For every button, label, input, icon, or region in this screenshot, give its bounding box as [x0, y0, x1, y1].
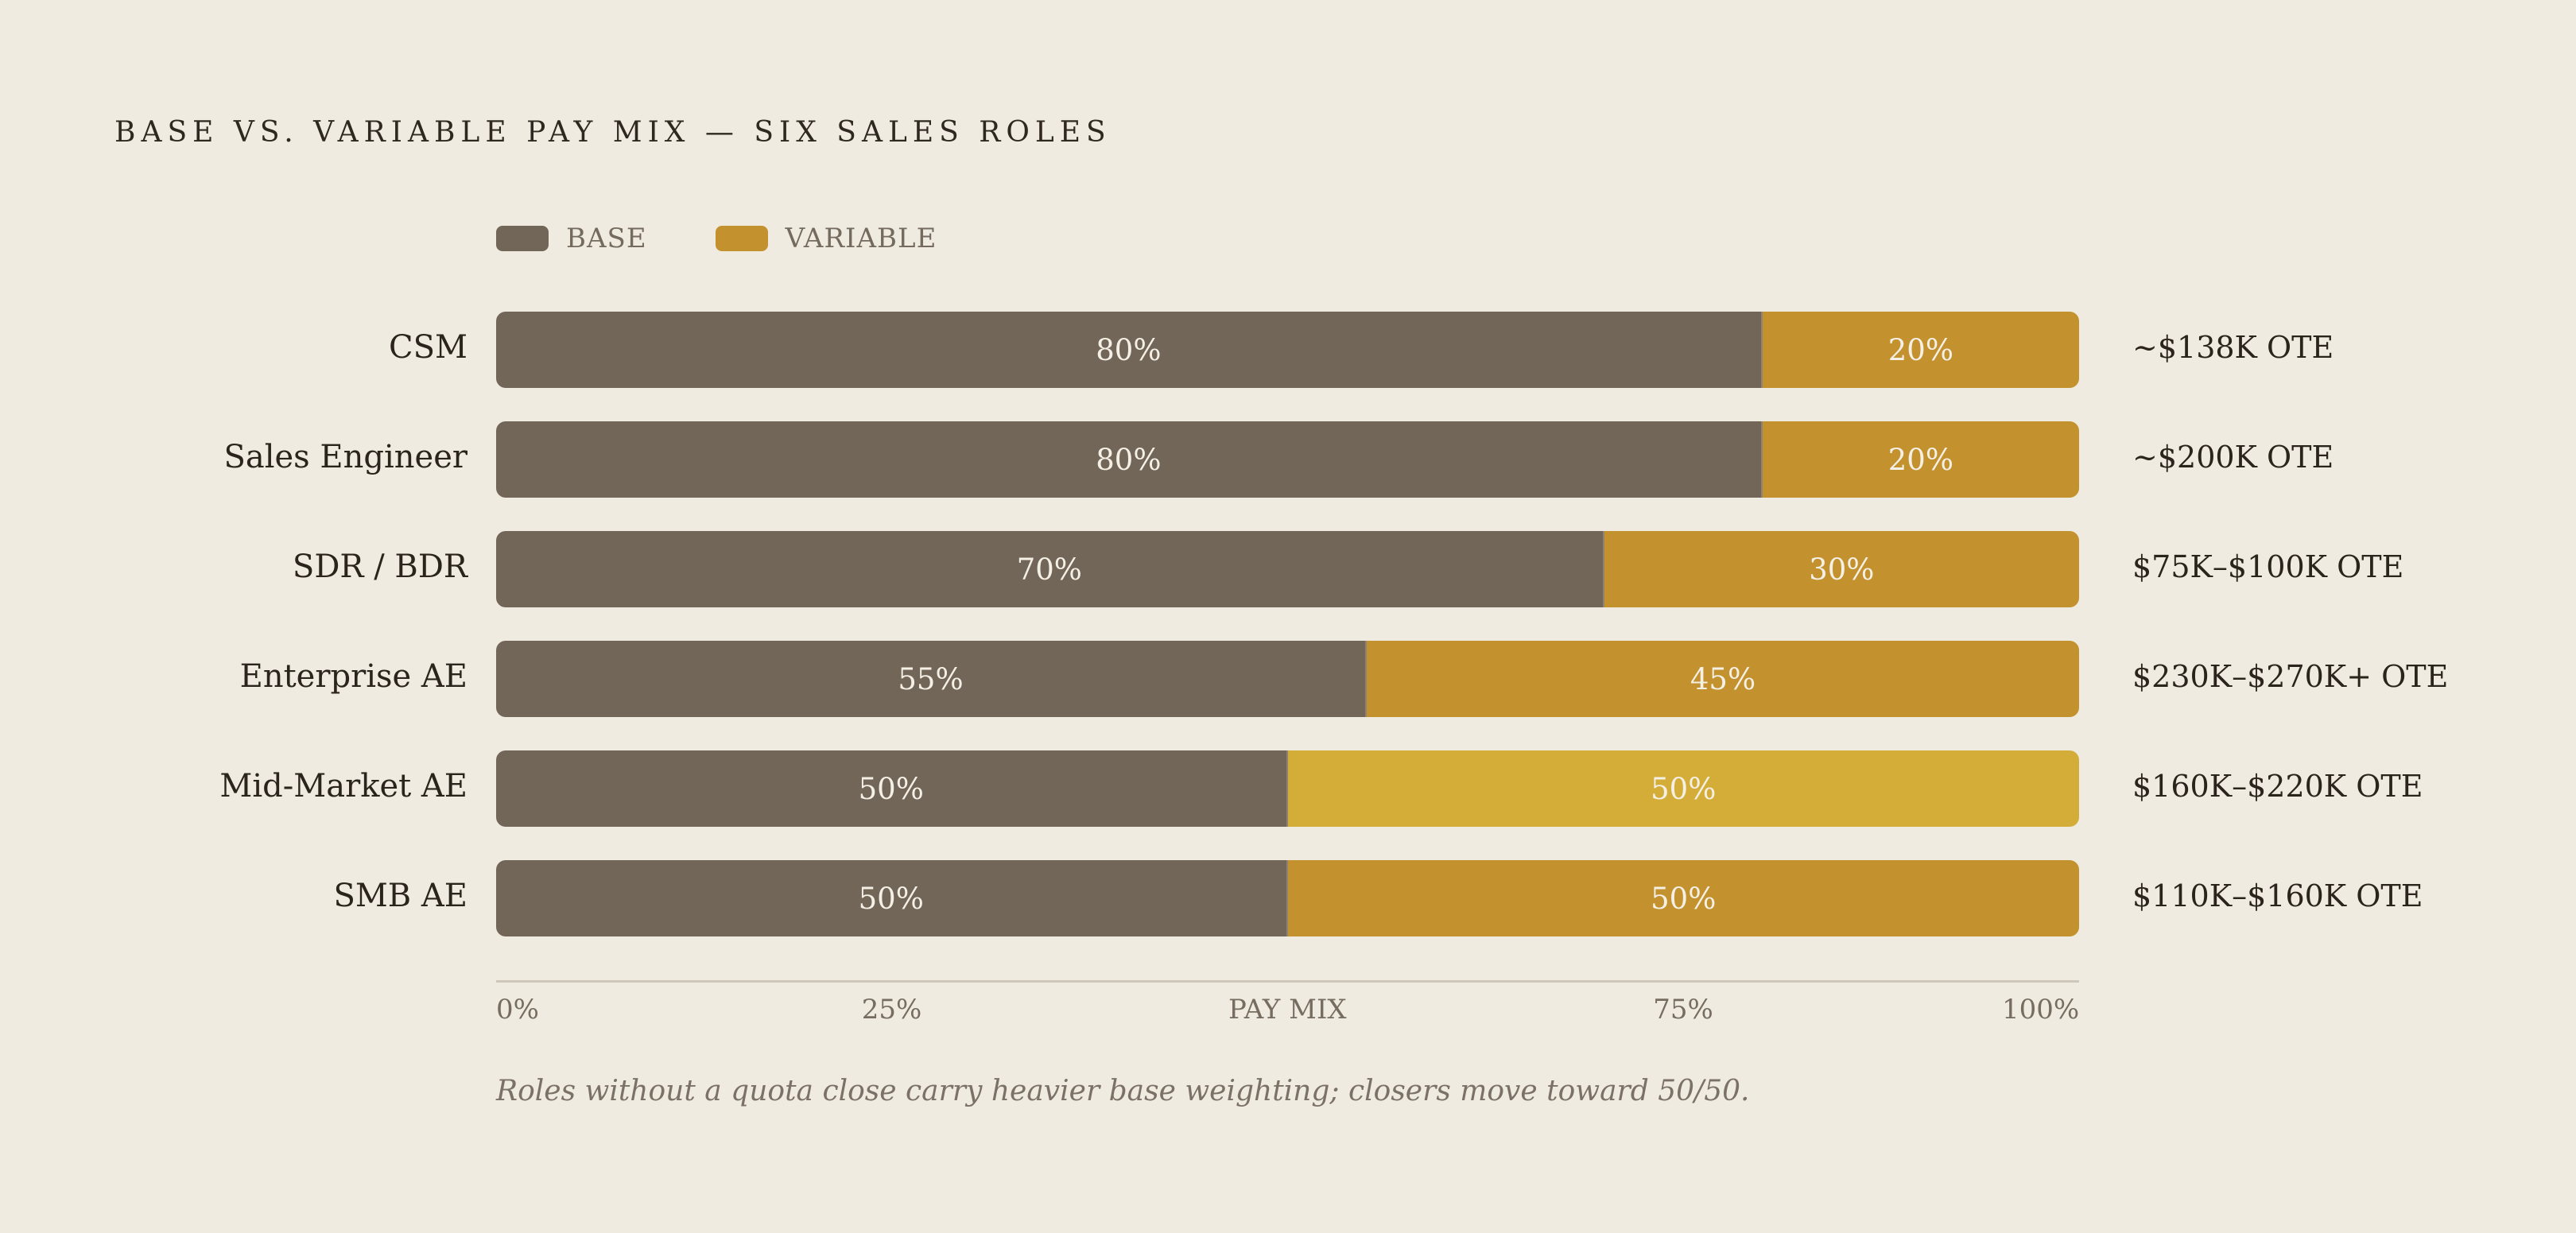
bar-csm: 80% 20% — [496, 312, 2079, 388]
data-label-base-csm: 80% — [1096, 332, 1162, 367]
x-axis-label: PAY MIX — [1228, 994, 1347, 1026]
data-label-variable-sales-engineer: 20% — [1887, 442, 1954, 477]
legend-label-base: BASE — [566, 223, 647, 254]
row-label-smb-ae: SMB AE — [333, 878, 467, 914]
row-label-sdr-bdr: SDR / BDR — [292, 549, 467, 585]
ote-label-csm: ~$138K OTE — [2132, 330, 2334, 365]
x-axis-line — [496, 980, 2079, 983]
bar-segment-base-csm: 80% — [496, 312, 1763, 388]
row-label-enterprise-ae: Enterprise AE — [239, 658, 467, 695]
bar-mid-market-ae: 50% 50% — [496, 750, 2079, 827]
ote-label-smb-ae: $110K–$160K OTE — [2132, 878, 2423, 913]
legend-swatch-base — [496, 226, 549, 251]
bar-segment-variable-sdr-bdr: 30% — [1604, 531, 2079, 607]
data-label-variable-enterprise-ae: 45% — [1690, 661, 1756, 696]
bar-segment-base-sales-engineer: 80% — [496, 421, 1763, 498]
data-label-variable-sdr-bdr: 30% — [1809, 552, 1875, 587]
bar-segment-variable-csm: 20% — [1762, 312, 2079, 388]
legend-swatch-variable — [715, 226, 768, 251]
bar-segment-base-mid-market-ae: 50% — [496, 750, 1288, 827]
bar-smb-ae: 50% 50% — [496, 860, 2079, 936]
bar-segment-base-enterprise-ae: 55% — [496, 641, 1368, 717]
data-label-variable-smb-ae: 50% — [1651, 881, 1717, 916]
data-label-base-enterprise-ae: 55% — [898, 661, 964, 696]
data-label-base-mid-market-ae: 50% — [858, 771, 924, 806]
chart-title: BASE VS. VARIABLE PAY MIX — SIX SALES RO… — [114, 116, 1111, 149]
data-label-variable-csm: 20% — [1887, 332, 1954, 367]
data-label-variable-mid-market-ae: 50% — [1651, 771, 1717, 806]
x-tick-label: 75% — [1653, 994, 1713, 1026]
x-tick-label: 25% — [861, 994, 922, 1026]
row-label-csm: CSM — [389, 329, 467, 366]
ote-label-sdr-bdr: $75K–$100K OTE — [2132, 549, 2404, 584]
data-label-base-smb-ae: 50% — [858, 881, 924, 916]
legend: BASE VARIABLE — [496, 221, 1005, 256]
legend-item-base: BASE — [496, 223, 647, 254]
x-tick-label: 0% — [496, 994, 539, 1026]
row-label-mid-market-ae: Mid-Market AE — [219, 768, 467, 805]
bar-enterprise-ae: 55% 45% — [496, 641, 2079, 717]
x-tick-label: 100% — [2002, 994, 2080, 1026]
bar-sdr-bdr: 70% 30% — [496, 531, 2079, 607]
bar-segment-variable-sales-engineer: 20% — [1762, 421, 2079, 498]
data-label-base-sales-engineer: 80% — [1096, 442, 1162, 477]
bar-segment-base-sdr-bdr: 70% — [496, 531, 1604, 607]
legend-label-variable: VARIABLE — [785, 223, 937, 254]
bar-segment-variable-mid-market-ae: 50% — [1287, 750, 2079, 827]
data-label-base-sdr-bdr: 70% — [1016, 552, 1082, 587]
bar-sales-engineer: 80% 20% — [496, 421, 2079, 498]
ote-label-mid-market-ae: $160K–$220K OTE — [2132, 769, 2423, 804]
ote-label-sales-engineer: ~$200K OTE — [2132, 440, 2334, 475]
legend-item-variable: VARIABLE — [715, 223, 937, 254]
ote-label-enterprise-ae: $230K–$270K+ OTE — [2132, 659, 2449, 694]
bar-segment-variable-smb-ae: 50% — [1287, 860, 2079, 936]
bar-segment-base-smb-ae: 50% — [496, 860, 1288, 936]
chart-annotation: Roles without a quota close carry heavie… — [496, 1075, 1750, 1107]
bar-segment-variable-enterprise-ae: 45% — [1367, 641, 2079, 717]
row-label-sales-engineer: Sales Engineer — [223, 439, 467, 475]
